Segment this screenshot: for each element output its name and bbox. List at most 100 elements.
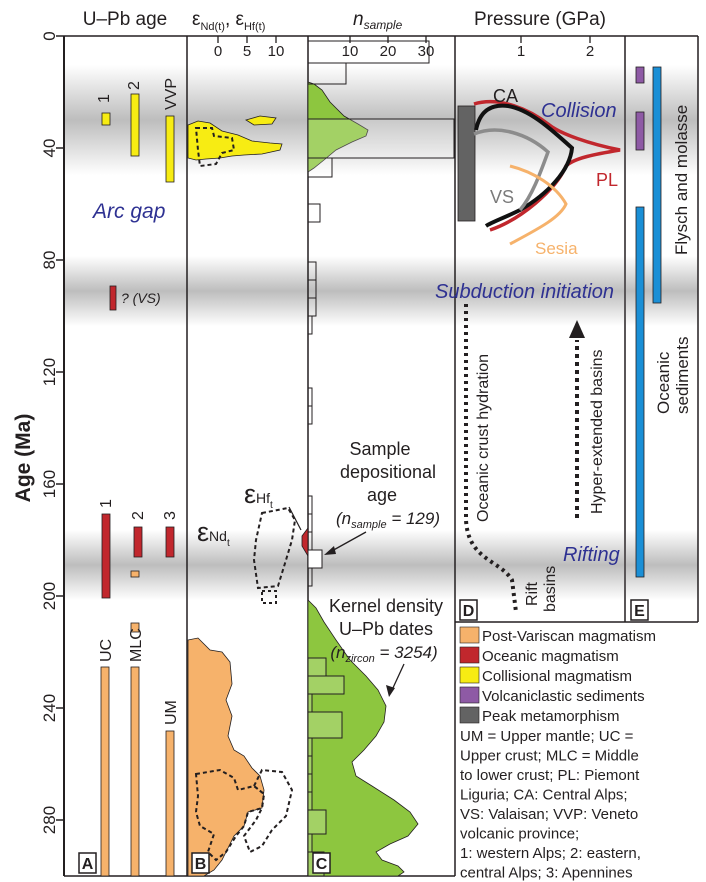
legend-note-1: Upper crust; MLC = Middle: [460, 748, 639, 765]
legend-note-0: UM = Upper mantle; UC =: [460, 728, 634, 745]
legend-swatch-2: [459, 666, 480, 684]
peak-metamorphism-bar: [457, 105, 476, 222]
legend-label-0: Post-Variscan magmatism: [482, 628, 656, 645]
oceanic-label-2: sediments: [673, 337, 692, 414]
legend-label-2: Collisional magmatism: [482, 668, 632, 685]
vvp-bar-3: [165, 115, 175, 183]
sample-line-3: age: [367, 485, 397, 505]
legend: Post-Variscan magmatism Oceanic magmatism…: [459, 626, 656, 882]
oceanic-label-1: Oceanic: [654, 351, 673, 414]
eps-tick-5: 5: [243, 43, 251, 60]
panel-d: Pressure (GPa) 1 2 CA PL VS Sesia Collis…: [435, 9, 621, 621]
volcaniclastic-bar-1: [635, 66, 645, 84]
vvp-bar-2: [130, 93, 140, 157]
ocean-bar-1: [101, 513, 111, 599]
flysch-bar: [652, 66, 662, 304]
panel-b-title: εNd(t), εHf(t): [192, 9, 265, 33]
legend-swatch-1: [459, 646, 480, 664]
orange-region: [187, 637, 265, 877]
label-um: UM: [163, 700, 180, 725]
panel-b: εNd(t), εHf(t) 0 5 10 εHft εNdt B: [187, 9, 309, 877]
legend-swatch-4: [459, 706, 480, 724]
label-sesia: Sesia: [535, 239, 578, 258]
hydration-label: Oceanic crust hydration: [475, 354, 492, 522]
badge-a-box: [78, 852, 97, 874]
age-tick-label-120: 120: [40, 358, 59, 386]
pressure-ticks: [520, 36, 591, 43]
oceanic-sediment-bar: [635, 206, 645, 578]
panel-a-title: U–Pb age: [83, 9, 168, 30]
kernel-arrowhead: [386, 685, 395, 697]
badge-d-box: [459, 599, 478, 621]
age-tick-label-0: 0: [40, 31, 59, 40]
kernel-arrow: [391, 663, 405, 691]
yellow-blob-main: [187, 120, 283, 161]
badge-b-box: [191, 852, 210, 874]
panel-d-title: Pressure (GPa): [474, 9, 606, 30]
ocean-bar-2: [133, 526, 143, 558]
label-mlc: MLC: [128, 628, 145, 662]
badge-e: E: [634, 603, 645, 620]
legend-swatch-3: [459, 686, 480, 704]
subduction-band: [64, 256, 624, 326]
sample-n: (nsample = 129): [336, 509, 440, 531]
flysch-label: Flysch and molasse: [672, 105, 691, 255]
histogram: [307, 40, 455, 877]
legend-label-4: Peak metamorphism: [482, 708, 620, 725]
n-tick-20: 20: [380, 43, 397, 60]
label-2-top: 2: [126, 81, 143, 90]
kernel-line-2: U–Pb dates: [339, 619, 433, 639]
eps-nd-label: εNdt: [197, 517, 230, 549]
hyper-arrowhead: [569, 320, 585, 338]
badge-a: A: [82, 856, 94, 873]
label-pl: PL: [596, 170, 618, 190]
age-tick-label-160: 160: [40, 470, 59, 498]
yellow-blob-small: [245, 115, 277, 126]
badge-d: D: [463, 603, 475, 620]
label-1-top: 1: [96, 94, 113, 103]
uc-bar: [100, 666, 110, 877]
label-3-mid: 3: [162, 511, 179, 520]
age-axis: 0 40 80 120 160 200 240 280 Age (Ma): [12, 31, 65, 876]
kernel-line-1: Kernel density: [329, 596, 443, 616]
nd-dashed-variscan: [194, 768, 266, 862]
orange-small-1: [130, 570, 140, 578]
vs-note: ? (VS): [121, 290, 161, 306]
sample-line-1: Sample: [349, 439, 410, 459]
hyper-label: Hyper-extended basins: [589, 349, 606, 514]
kde-upper: [307, 81, 369, 173]
vvp-bar-1: [101, 112, 111, 126]
collision-label: Collision: [541, 100, 617, 122]
kernel-n: (nzircon = 3254): [330, 643, 437, 665]
um-bar: [165, 730, 175, 877]
age-tick-label-80: 80: [40, 251, 59, 270]
eps-tick-10: 10: [268, 43, 285, 60]
label-uc: UC: [98, 639, 115, 662]
ocean-bar-3: [165, 526, 175, 558]
pt-path-vs: [473, 128, 551, 212]
legend-note-5: volcanic province;: [460, 826, 579, 843]
rifting-label: Rifting: [563, 544, 620, 566]
pressure-tick-2: 2: [586, 43, 594, 60]
panel-e: Flysch and molasse Oceanic sediments E: [630, 66, 692, 621]
n-tick-30: 30: [418, 43, 435, 60]
hf-pointer: [288, 506, 302, 531]
rifting-band: [64, 530, 624, 600]
n-ticks: [349, 36, 427, 43]
sample-arrowhead: [324, 546, 336, 555]
hf-dashed-variscan: [242, 768, 294, 854]
age-tick-label-40: 40: [40, 139, 59, 158]
rift-label-2: basins: [542, 566, 559, 612]
pt-path-ca: [474, 103, 575, 228]
pressure-tick-1: 1: [517, 43, 525, 60]
eps-tick-0: 0: [214, 43, 222, 60]
rift-label-1: Rift: [524, 581, 541, 606]
vs-bar: [109, 285, 117, 311]
badge-c: C: [316, 856, 328, 873]
legend-note-4: VS: Valaisan; VVP: Veneto: [460, 806, 638, 823]
mlc-bar: [130, 666, 140, 877]
badge-c-box: [312, 852, 331, 874]
legend-label-1: Oceanic magmatism: [482, 648, 619, 665]
kde-lower: [307, 599, 419, 877]
